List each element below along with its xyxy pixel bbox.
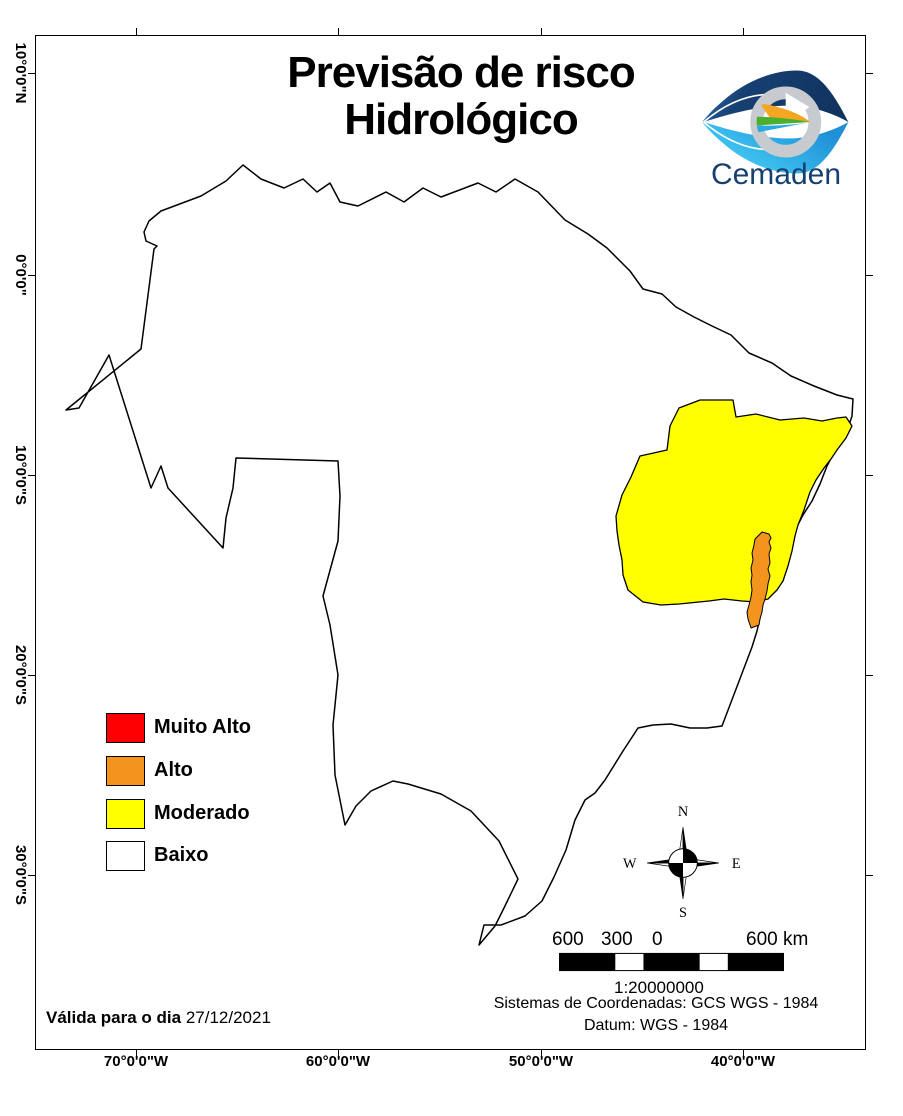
svg-text:E: E (732, 856, 741, 872)
svg-text:S: S (679, 905, 687, 921)
svg-text:W: W (623, 856, 637, 872)
svg-text:N: N (678, 804, 688, 820)
